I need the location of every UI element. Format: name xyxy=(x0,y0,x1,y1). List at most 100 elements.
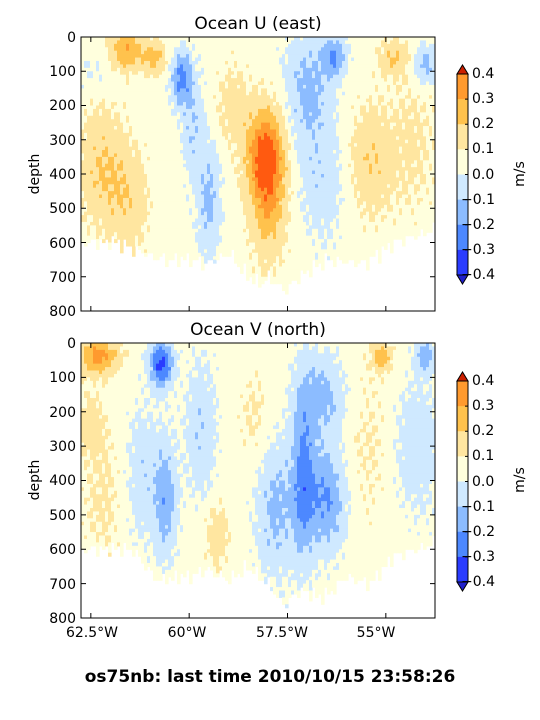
contour-cell xyxy=(150,156,154,161)
contour-cell xyxy=(192,112,196,117)
contour-cell xyxy=(165,184,169,189)
contour-cell xyxy=(150,174,154,179)
contour-cell xyxy=(249,132,253,137)
contour-cell xyxy=(132,108,136,113)
contour-cell xyxy=(261,163,265,168)
contour-cell xyxy=(273,204,277,209)
contour-cell xyxy=(126,57,130,62)
contour-cell xyxy=(222,108,226,113)
contour-cell xyxy=(105,57,109,62)
contour-cell xyxy=(297,108,301,113)
contour-cell xyxy=(198,160,202,165)
contour-cell xyxy=(258,215,262,220)
contour-cell xyxy=(285,143,289,148)
contour-cell xyxy=(288,105,292,110)
contour-cell xyxy=(306,74,310,79)
contour-cell xyxy=(207,194,211,199)
contour-cell xyxy=(159,112,163,117)
contour-cell xyxy=(207,177,211,182)
contour-cell xyxy=(285,88,289,93)
contour-cell xyxy=(90,40,94,45)
contour-cell xyxy=(246,239,250,244)
contour-cell xyxy=(270,180,274,185)
contour-cell xyxy=(243,37,247,42)
contour-cell xyxy=(99,95,103,100)
contour-cell xyxy=(207,115,211,120)
contour-cell xyxy=(138,129,142,134)
contour-cell xyxy=(138,102,142,107)
contour-cell xyxy=(249,88,253,93)
contour-cell xyxy=(168,160,172,165)
contour-cell xyxy=(120,167,124,172)
contour-cell xyxy=(168,136,172,141)
contour-cell xyxy=(147,177,151,182)
contour-cell xyxy=(267,136,271,141)
contour-cell xyxy=(111,64,115,69)
contour-cell xyxy=(156,50,160,55)
contour-cell xyxy=(285,40,289,45)
contour-cell xyxy=(93,170,97,175)
contour-cell xyxy=(249,208,253,213)
contour-cell xyxy=(186,98,190,103)
contour-cell xyxy=(87,204,91,209)
contour-cell xyxy=(303,143,307,148)
contour-cell xyxy=(267,187,271,192)
contour-cell xyxy=(246,136,250,141)
contour-cell xyxy=(225,40,229,45)
contour-cell xyxy=(219,204,223,209)
contour-cell xyxy=(249,163,253,168)
contour-cell xyxy=(108,129,112,134)
contour-cell xyxy=(219,156,223,161)
contour-cell xyxy=(180,184,184,189)
contour-cell xyxy=(201,74,205,79)
contour-cell xyxy=(132,60,136,65)
contour-cell xyxy=(246,40,250,45)
contour-cell xyxy=(186,126,190,131)
contour-cell xyxy=(204,239,208,244)
contour-cell xyxy=(189,184,193,189)
contour-cell xyxy=(231,102,235,107)
contour-cell xyxy=(156,74,160,79)
contour-cell xyxy=(264,204,268,209)
contour-cell xyxy=(123,143,127,148)
contour-cell xyxy=(285,225,289,230)
contour-cell xyxy=(207,249,211,254)
contour-cell xyxy=(186,187,190,192)
contour-cell xyxy=(264,191,268,196)
contour-cell xyxy=(165,115,169,120)
contour-cell xyxy=(288,218,292,223)
contour-cell xyxy=(243,146,247,151)
contour-cell xyxy=(84,204,88,209)
contour-cell xyxy=(234,249,238,254)
contour-cell xyxy=(270,269,274,274)
contour-cell xyxy=(279,132,283,137)
contour-cell xyxy=(303,105,307,110)
contour-cell xyxy=(183,146,187,151)
contour-cell xyxy=(102,105,106,110)
contour-cell xyxy=(306,84,310,89)
contour-cell xyxy=(279,160,283,165)
contour-cell xyxy=(135,239,139,244)
contour-cell xyxy=(135,139,139,144)
contour-cell xyxy=(84,218,88,223)
contour-cell xyxy=(267,95,271,100)
contour-cell xyxy=(207,218,211,223)
contour-cell xyxy=(285,153,289,158)
contour-cell xyxy=(123,112,127,117)
contour-cell xyxy=(81,146,85,151)
contour-cell xyxy=(288,139,292,144)
contour-cell xyxy=(249,201,253,206)
contour-cell xyxy=(213,232,217,237)
contour-cell xyxy=(165,263,169,268)
contour-cell xyxy=(132,57,136,62)
contour-cell xyxy=(249,221,253,226)
contour-cell xyxy=(234,239,238,244)
contour-cell xyxy=(255,215,259,220)
contour-cell xyxy=(237,221,241,226)
contour-cell xyxy=(210,252,214,257)
contour-cell xyxy=(246,266,250,271)
contour-cell xyxy=(111,81,115,86)
contour-cell xyxy=(270,245,274,250)
contour-cell xyxy=(90,37,94,42)
contour-cell xyxy=(213,211,217,216)
